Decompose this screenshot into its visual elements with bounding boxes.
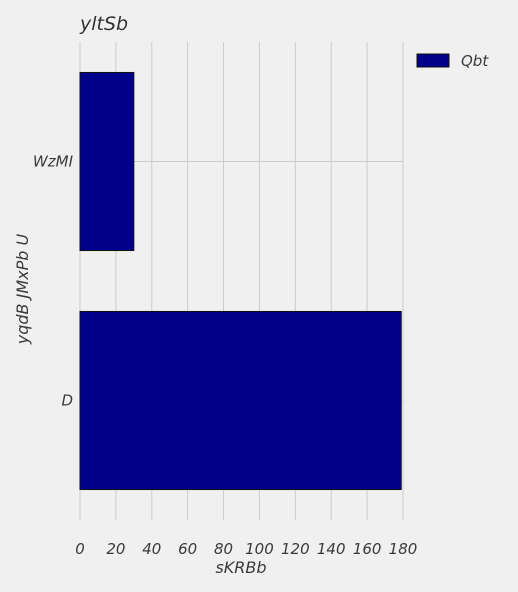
chart-title: yltSb xyxy=(79,13,128,35)
x-tick-label: 120 xyxy=(281,540,310,558)
x-tick-label: 40 xyxy=(142,540,161,558)
x-tick-label: 100 xyxy=(245,540,274,558)
x-tick-label: 180 xyxy=(389,540,418,558)
x-tick-label: 160 xyxy=(353,540,382,558)
x-tick-label: 60 xyxy=(178,540,197,558)
x-tick-label: 140 xyxy=(317,540,346,558)
x-axis-label: sKRBb xyxy=(215,558,266,577)
legend-swatch xyxy=(417,54,449,67)
y-axis-label: yqdB JMxPb U xyxy=(13,233,32,345)
y-category-label: D xyxy=(61,392,73,410)
legend-label: Qbt xyxy=(461,52,489,70)
y-category-label: WzMI xyxy=(33,153,74,171)
bar-wzmi xyxy=(80,72,134,250)
x-tick-label: 0 xyxy=(75,540,85,558)
x-tick-label: 80 xyxy=(214,540,233,558)
bar-d xyxy=(80,311,401,489)
x-tick-label: 20 xyxy=(106,540,125,558)
